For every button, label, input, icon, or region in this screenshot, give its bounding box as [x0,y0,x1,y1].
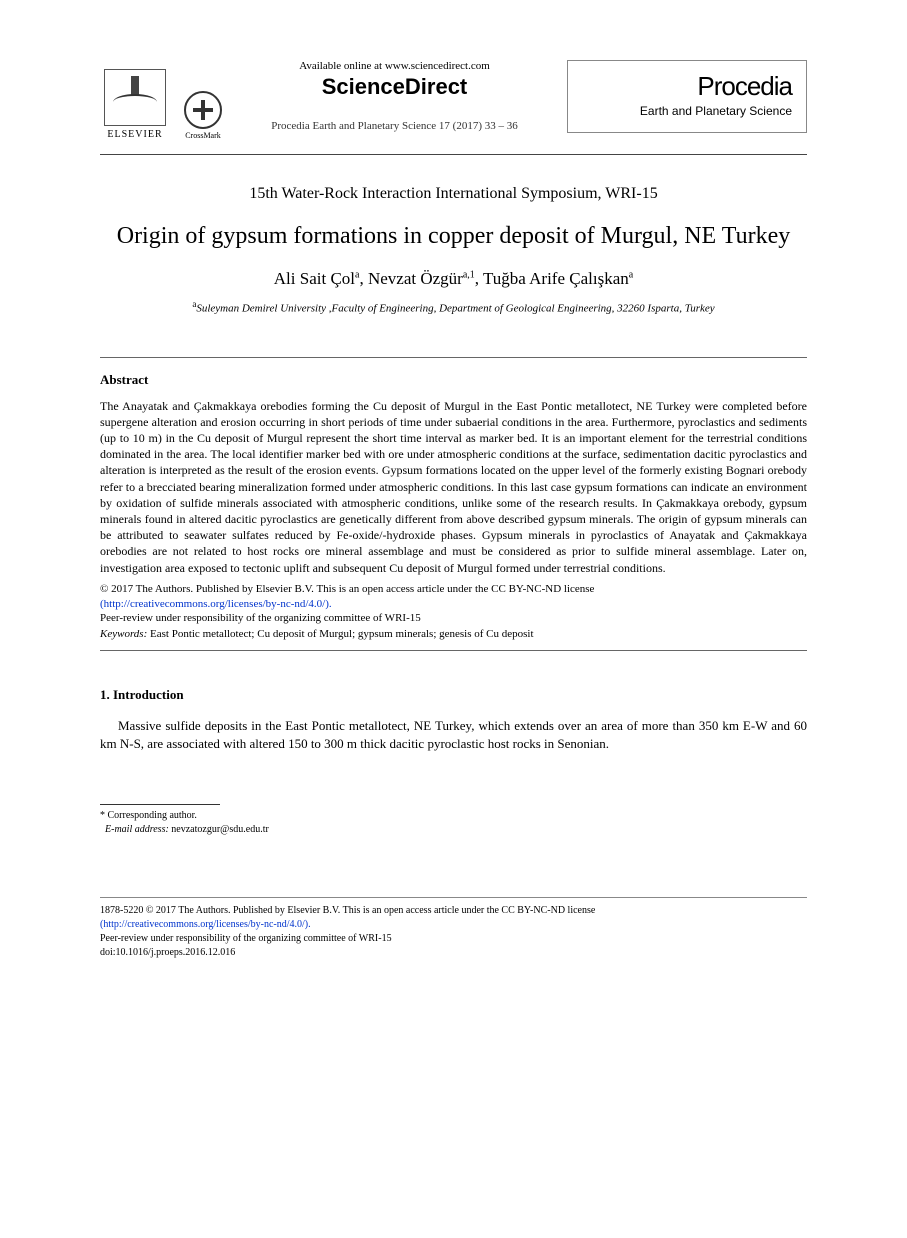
authors-line: Ali Sait Çola, Nevzat Özgüra,1, Tuğba Ar… [100,269,807,289]
crossmark-icon[interactable] [184,91,222,129]
footnote-block: * Corresponding author. E-mail address: … [100,809,807,837]
abstract-top-rule [100,357,807,358]
journal-brand-subtitle: Earth and Planetary Science [582,104,792,118]
page-container: ELSEVIER CrossMark Available online at w… [0,0,907,1000]
article-title: Origin of gypsum formations in copper de… [110,221,797,251]
peer-review-line: Peer-review under responsibility of the … [100,612,421,624]
available-online-text: Available online at www.sciencedirect.co… [232,60,557,72]
footer-doi: doi:10.1016/j.proeps.2016.12.016 [100,947,235,958]
affiliation-line: aSuleyman Demirel University ,Faculty of… [100,299,807,315]
header-row: ELSEVIER CrossMark Available online at w… [100,60,807,140]
footer-license-link[interactable]: (http://creativecommons.org/licenses/by-… [100,919,311,930]
journal-brand-title: Procedia [582,71,792,102]
introduction-heading: 1. Introduction [100,687,807,703]
left-logo-group: ELSEVIER CrossMark [100,60,222,140]
abstract-text: The Anayatak and Çakmakkaya orebodies fo… [100,398,807,576]
keywords-line: Keywords: East Pontic metallotect; Cu de… [100,628,807,640]
citation-line: Procedia Earth and Planetary Science 17 … [232,120,557,132]
introduction-paragraph: Massive sulfide deposits in the East Pon… [100,717,807,753]
footnote-divider [100,804,220,805]
footer-peer-review: Peer-review under responsibility of the … [100,933,392,944]
abstract-bottom-rule [100,650,807,651]
crossmark-label: CrossMark [185,131,221,140]
keywords-label: Keywords: [100,628,147,640]
crossmark-block[interactable]: CrossMark [184,91,222,140]
copyright-block: © 2017 The Authors. Published by Elsevie… [100,582,807,627]
elsevier-logo: ELSEVIER [100,60,170,140]
footer-block: 1878-5220 © 2017 The Authors. Published … [100,897,807,960]
corresponding-author-label: Corresponding author. [105,810,197,821]
header-divider [100,154,807,155]
email-label: E-mail address: [105,824,169,835]
keywords-text: East Pontic metallotect; Cu deposit of M… [147,628,533,640]
abstract-heading: Abstract [100,372,807,388]
sciencedirect-logo-text: ScienceDirect [232,74,557,100]
corresponding-email: nevzatozgur@sdu.edu.tr [169,824,269,835]
conference-line: 15th Water-Rock Interaction Internationa… [100,185,807,203]
footer-issn-copyright: 1878-5220 © 2017 The Authors. Published … [100,905,595,916]
copyright-line1: © 2017 The Authors. Published by Elsevie… [100,583,594,595]
journal-brand-box: Procedia Earth and Planetary Science [567,60,807,133]
publisher-name: ELSEVIER [107,129,162,140]
license-link[interactable]: (http://creativecommons.org/licenses/by-… [100,598,332,610]
elsevier-tree-icon [104,69,166,126]
center-header: Available online at www.sciencedirect.co… [222,60,567,132]
